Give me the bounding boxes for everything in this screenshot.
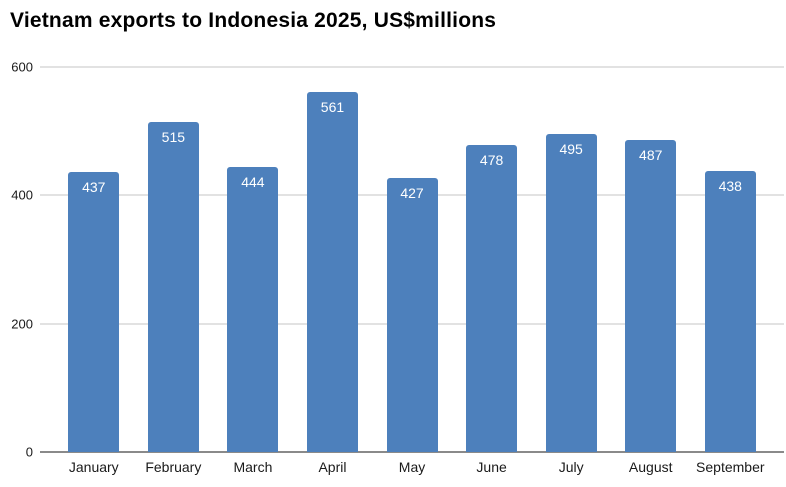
bar-may: 427	[386, 178, 438, 452]
bar-value-label: 427	[400, 185, 424, 202]
plot-area: 0 200 400 600 437 515 444 561 427 478 495 487 438	[11, 60, 784, 460]
bar-february: 515	[147, 121, 199, 452]
x-tick-label-may: May	[398, 459, 426, 475]
bar-slot: 515	[134, 67, 214, 452]
bar-slot: 561	[293, 67, 373, 452]
bar-value-label: 444	[241, 174, 265, 191]
bar-march: 444	[227, 167, 279, 452]
x-tick-label-september: September	[696, 459, 765, 475]
bar-value-label: 561	[320, 99, 345, 116]
y-tick-label: 400	[11, 187, 33, 203]
bar-value-label: 438	[718, 177, 742, 194]
x-tick-label-june: June	[476, 459, 507, 475]
x-tick-label-august: August	[628, 459, 673, 475]
bar-june: 478	[466, 145, 518, 452]
bar-july: 495	[545, 134, 597, 452]
y-tick-label: 0	[25, 444, 33, 460]
gridline: 600	[11, 60, 784, 75]
y-tick-label: 200	[11, 316, 33, 332]
bar-slot: 427	[372, 67, 452, 452]
bar-value-label: 437	[82, 178, 106, 195]
bar-august: 487	[625, 139, 677, 452]
bar-value-label: 487	[639, 146, 663, 163]
bar-slot: 437	[54, 67, 134, 452]
bar-slot: 495	[531, 67, 611, 452]
chart-title: Vietnam exports to Indonesia 2025, US$mi…	[10, 9, 497, 32]
y-tick-label: 600	[11, 59, 33, 75]
bar-january: 437	[68, 171, 120, 452]
bar-value-label: 515	[161, 128, 186, 145]
x-tick-label-april: April	[318, 459, 347, 475]
x-axis-labels: January February March April May June July Augu…	[54, 459, 770, 475]
bar-slot: 438	[691, 67, 771, 452]
bar-slot: 487	[611, 67, 691, 452]
x-axis-line: 0	[26, 445, 784, 460]
x-tick-label-march: March	[233, 459, 273, 475]
bars-layer: 437 515 444 561 427 478 495 487 438	[54, 67, 770, 452]
x-tick-label-july: July	[558, 459, 584, 475]
x-tick-label-february: February	[145, 459, 202, 475]
bar-slot: 478	[452, 67, 532, 452]
bar-slot: 444	[213, 67, 293, 452]
bar-value-label: 478	[479, 152, 504, 169]
x-tick-label-january: January	[68, 459, 119, 475]
bar-april: 561	[306, 92, 358, 452]
bar-value-label: 495	[559, 141, 583, 158]
bar-september: 438	[704, 170, 756, 452]
